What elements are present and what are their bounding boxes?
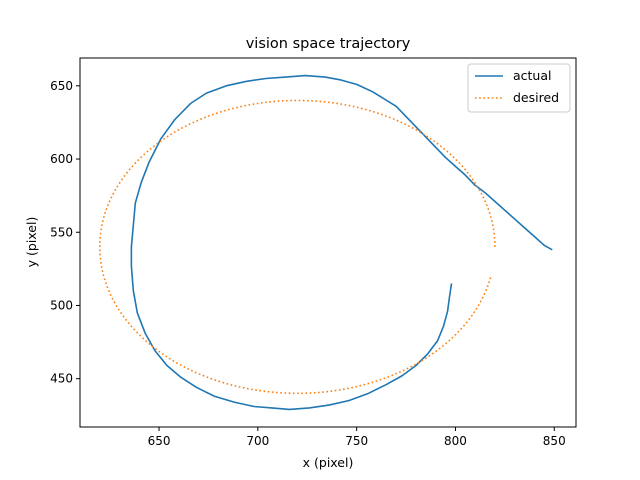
x-tick-label: 850 bbox=[543, 434, 566, 448]
x-axis-label: x (pixel) bbox=[303, 455, 354, 470]
x-tick-label: 800 bbox=[444, 434, 467, 448]
x-axis-ticks: 650 700 750 800 850 bbox=[148, 427, 566, 448]
series-layer bbox=[98, 74, 553, 411]
y-tick-label: 550 bbox=[50, 225, 73, 239]
legend-label-desired: desired bbox=[513, 90, 559, 105]
plot-area-frame bbox=[79, 57, 577, 428]
x-tick-label: 650 bbox=[148, 434, 171, 448]
x-tick-label: 700 bbox=[246, 434, 269, 448]
y-tick-label: 500 bbox=[50, 298, 73, 312]
chart-title: vision space trajectory bbox=[246, 36, 411, 52]
y-tick-label: 600 bbox=[50, 152, 73, 166]
series-line-desired bbox=[98, 99, 496, 395]
y-tick-label: 450 bbox=[50, 372, 73, 386]
y-tick-label: 650 bbox=[50, 79, 73, 93]
y-axis-ticks: 450 500 550 600 650 bbox=[50, 79, 80, 386]
legend-label-actual: actual bbox=[513, 68, 552, 83]
legend: actual desired bbox=[467, 63, 571, 113]
y-axis-label: y (pixel) bbox=[24, 217, 39, 268]
series-line-actual bbox=[130, 74, 553, 411]
x-tick-label: 750 bbox=[345, 434, 368, 448]
